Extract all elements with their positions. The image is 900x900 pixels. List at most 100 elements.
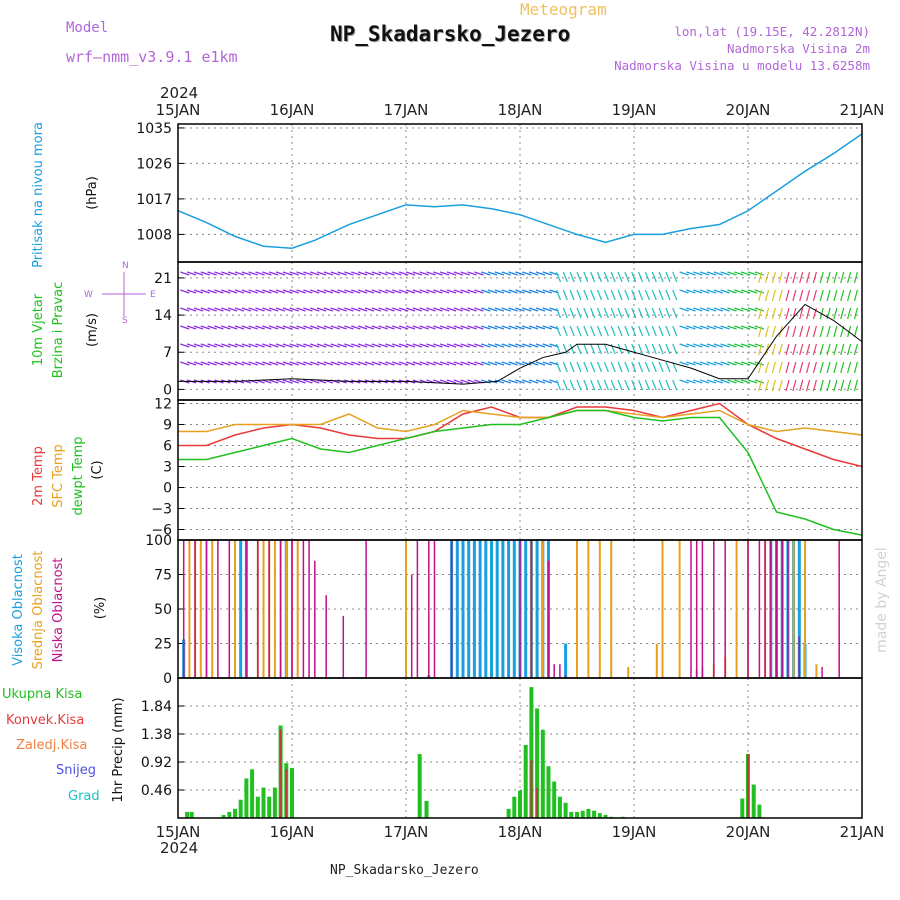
year-label-bottom: 2024 [160, 839, 198, 857]
wind-barb [440, 325, 450, 330]
wind-barb [583, 307, 589, 319]
wind-barb [392, 343, 402, 348]
wind-barb [617, 343, 623, 355]
wind-barb [344, 271, 354, 276]
wind-barb [679, 307, 689, 312]
wind-barb [398, 289, 409, 294]
wind-barb [651, 379, 657, 391]
wind-barb [296, 343, 306, 348]
wind-barb [713, 289, 723, 294]
wind-barb [453, 271, 464, 276]
wind-barb [665, 289, 671, 301]
wind-barb [799, 343, 804, 356]
wind-barb [853, 307, 859, 320]
wind-barb [535, 307, 546, 312]
wind-barb [460, 379, 470, 384]
precip-total-bar [185, 811, 190, 818]
wind-barb [419, 361, 429, 366]
wind-barb [316, 271, 327, 276]
wind-barb [508, 379, 518, 384]
wind-barb [631, 271, 637, 283]
wind-barb [754, 379, 765, 384]
wind-barb [296, 307, 306, 312]
svg-text:S: S [122, 316, 128, 326]
wind-title-line1: 10m Vjetar [31, 293, 46, 366]
wind-barb [693, 379, 703, 384]
wind-barb [269, 361, 279, 366]
wind-barb [771, 307, 776, 320]
wind-barb [344, 343, 354, 348]
wind-barb [296, 289, 306, 294]
wind-barb [214, 325, 224, 330]
wind-barb [644, 361, 650, 373]
precip-total-bar [523, 744, 528, 818]
wind-barb [555, 361, 562, 373]
wind-barb [310, 325, 320, 330]
wind-barb [555, 379, 562, 391]
wind-barb [296, 271, 306, 276]
wind-barb [310, 379, 320, 384]
wind-barb [378, 307, 388, 312]
precip-total-bar [603, 814, 608, 818]
wind-barb [805, 361, 811, 374]
wind-barb [624, 325, 630, 337]
precip-total-bar [244, 778, 249, 818]
wind-barb [289, 289, 299, 294]
wind-barb [186, 289, 197, 294]
wind-barb [330, 325, 340, 330]
wind-barb [426, 289, 436, 294]
wind-barb [378, 361, 388, 366]
wind-barb [706, 343, 717, 348]
wind-barb [310, 307, 320, 312]
wind-barb [515, 361, 525, 366]
y-tick-label: 1017 [136, 192, 172, 208]
wind-barb [590, 379, 596, 391]
svg-text:W: W [84, 290, 93, 300]
panel-border [177, 677, 863, 819]
wind-barb [337, 325, 347, 330]
y-tick-label: 0.92 [141, 755, 172, 771]
wind-barb [323, 271, 334, 276]
wind-barb [727, 271, 737, 276]
wind-barb [624, 361, 630, 373]
wind-barb [610, 271, 616, 283]
precip-total-bar [580, 810, 585, 818]
wind-barb [440, 271, 450, 276]
wind-barb [713, 343, 723, 348]
wind-barb [282, 379, 293, 384]
wind-barb [631, 361, 637, 373]
precip-legend-total: Ukupna Kisa [2, 687, 82, 702]
wind-barb [542, 307, 552, 312]
top-tick-label: 16JAN [270, 101, 315, 119]
precip-convective-bar [747, 754, 749, 818]
wind-barb [740, 379, 751, 384]
wind-barb [207, 343, 217, 348]
wind-barb [826, 271, 831, 284]
wind-barb [853, 361, 859, 374]
wind-barb [713, 307, 723, 312]
wind-barb [644, 325, 650, 337]
wind-barb [771, 271, 776, 284]
wind-barb [522, 307, 532, 312]
wind-barb [522, 271, 532, 276]
wind-barb [528, 379, 539, 384]
wind-barb [467, 307, 477, 312]
wind-barb [440, 289, 450, 294]
wind-barb [747, 379, 758, 384]
wind-barb [323, 289, 334, 294]
wind-barb [269, 289, 279, 294]
wind-barb [460, 325, 470, 330]
wind-barb [275, 271, 286, 276]
wind-barb [330, 289, 340, 294]
wind-barb [713, 271, 723, 276]
wind-barb [398, 325, 409, 330]
wind-barb [405, 361, 416, 366]
wind-barb [785, 361, 790, 374]
wind-barb [638, 325, 644, 337]
wind-barb [847, 379, 852, 392]
wind-barb [227, 325, 238, 330]
wind-barb [412, 361, 423, 366]
wind-barb [785, 325, 790, 338]
wind-barb [453, 325, 464, 330]
wind-barb [371, 361, 381, 366]
